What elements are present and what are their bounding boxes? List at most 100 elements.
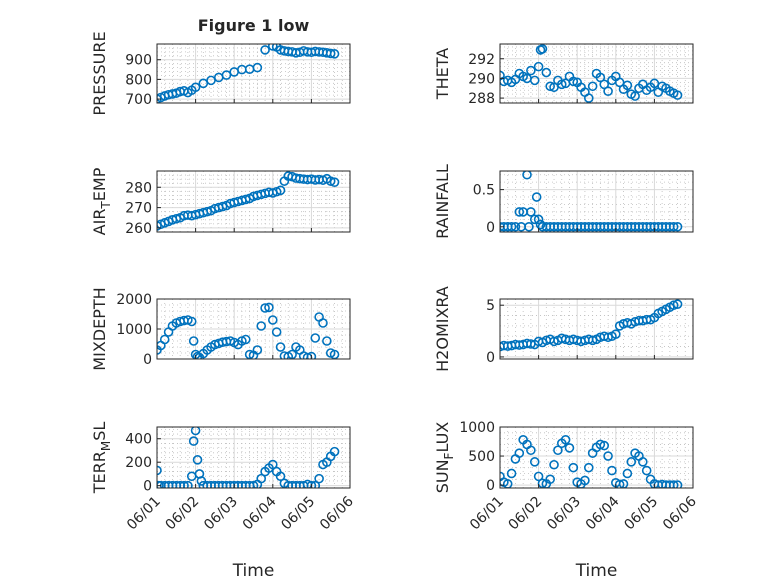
data-point (252, 62, 263, 73)
subplot-h2omixra: 0 5 H2OMIXRA (433, 286, 694, 372)
axes-border (156, 170, 351, 233)
data-point (524, 221, 534, 232)
y-axis-label: RAINFALL (433, 164, 452, 239)
data-point (556, 79, 567, 90)
y-axis-label: SUNFLUX (433, 422, 456, 494)
data-point (260, 45, 270, 55)
data-point (522, 171, 532, 180)
data-point (531, 192, 542, 202)
y-axis-label: PRESSURE (90, 31, 109, 115)
data-point (545, 474, 555, 485)
data-point (322, 336, 332, 346)
data-point (157, 465, 162, 476)
data-point (267, 315, 278, 325)
data-point (306, 480, 317, 488)
data-series (157, 427, 340, 488)
data-point (318, 318, 328, 328)
data-point (190, 82, 201, 93)
data-point (510, 221, 521, 232)
data-point (186, 316, 197, 327)
y-axis-label: AIRTEMP (90, 167, 113, 235)
data-point (526, 207, 536, 217)
data-point (603, 332, 613, 343)
x-axis-label: Time (232, 561, 275, 581)
y-tick-label: 292 (468, 52, 495, 68)
data-point (553, 445, 563, 456)
y-tick-label: 700 (125, 92, 152, 108)
data-point (537, 478, 548, 488)
grid (500, 299, 693, 359)
y-tick-label: 1000 (116, 322, 152, 338)
data-point (583, 93, 594, 103)
x-tick-label: 06/01 (467, 494, 507, 534)
axes-border (499, 426, 694, 489)
y-tick-label: 0 (486, 478, 495, 494)
x-tick-label: 06/03 (201, 494, 241, 534)
x-tick-label: 06/02 (506, 494, 546, 534)
data-point (533, 471, 544, 482)
data-point (537, 44, 548, 54)
data-series (157, 302, 340, 359)
x-tick-label: 06/04 (240, 493, 280, 533)
data-point (157, 221, 162, 231)
data-point (256, 473, 267, 484)
data-series (500, 171, 683, 232)
data-point (668, 480, 679, 488)
x-tick-label: 06/05 (621, 494, 661, 534)
data-point (638, 457, 648, 467)
grid (157, 427, 350, 488)
axes-border (156, 43, 351, 104)
axes-frame (156, 170, 351, 233)
data-point (314, 473, 324, 484)
data-point (672, 480, 683, 488)
data-point (264, 302, 274, 313)
data-point (529, 75, 540, 86)
subplot-rainfall: 0 0.5 RAINFALL (433, 164, 694, 239)
data-point (500, 471, 505, 482)
data-point (603, 451, 613, 461)
axes-border (499, 298, 694, 360)
data-point (329, 49, 340, 59)
x-tick-label: 06/06 (317, 493, 357, 533)
data-point (159, 334, 170, 345)
data-point (541, 67, 552, 78)
data-point (240, 334, 251, 345)
data-point (599, 79, 610, 90)
data-point (329, 446, 340, 457)
data-point (310, 333, 321, 343)
data-series (500, 299, 683, 352)
data-point (545, 81, 555, 92)
data-point (549, 336, 559, 347)
data-point (526, 445, 536, 456)
data-point (260, 303, 270, 313)
data-point (179, 480, 189, 488)
data-point (526, 65, 536, 76)
data-point (668, 221, 679, 232)
data-point (672, 90, 683, 100)
data-point (325, 48, 336, 59)
data-point (535, 219, 546, 230)
x-tick-label: 06/02 (163, 494, 203, 534)
subplot-theta: 288 290 292 THETA (433, 43, 694, 107)
x-tick-label: 06/06 (660, 493, 700, 533)
y-tick-label: 0 (486, 220, 495, 236)
data-point (626, 457, 637, 467)
data-point (564, 443, 575, 453)
axes-border (499, 43, 694, 104)
data-point (188, 436, 199, 446)
data-point (171, 213, 182, 224)
x-tick-label: 06/05 (278, 494, 318, 534)
y-tick-label: 1000 (459, 420, 495, 436)
y-tick-label: 5 (486, 298, 495, 314)
data-point (221, 70, 232, 80)
y-tick-label: 400 (125, 432, 152, 448)
y-tick-label: 800 (125, 72, 152, 88)
data-point (183, 480, 193, 488)
y-tick-label: 0 (486, 350, 495, 366)
data-point (500, 70, 505, 81)
y-tick-label: 280 (125, 180, 152, 196)
data-point (630, 91, 640, 101)
